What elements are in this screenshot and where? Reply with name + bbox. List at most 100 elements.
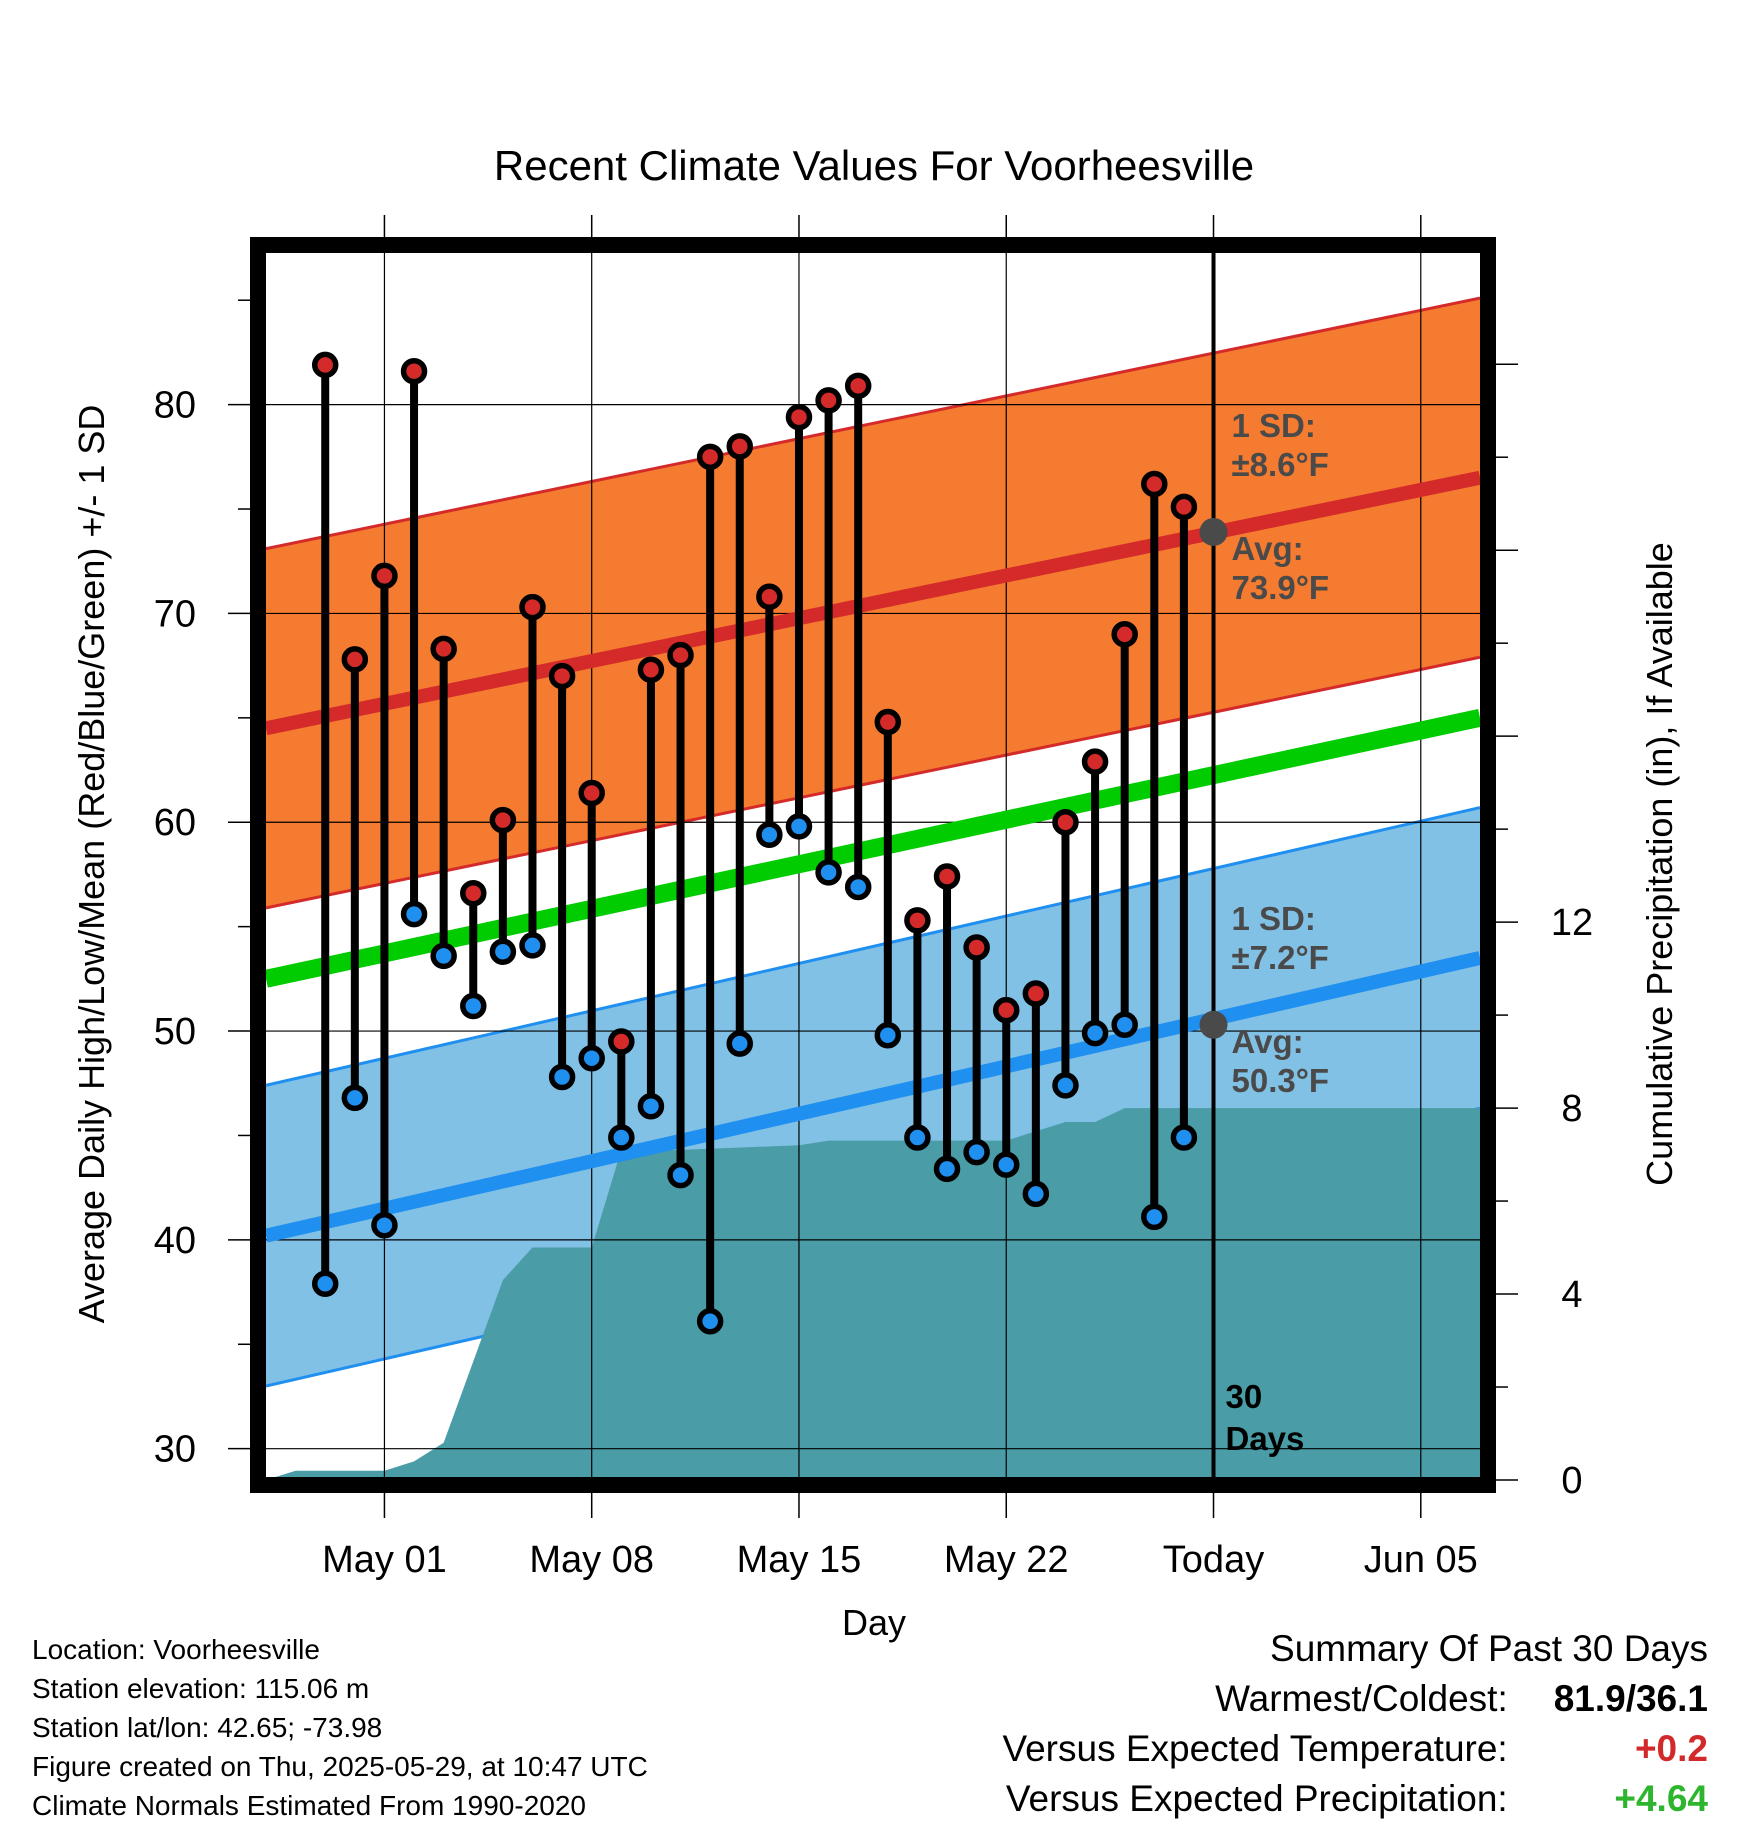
daily-low-point — [519, 932, 546, 959]
daily-high-point — [844, 372, 872, 400]
daily-low-point — [637, 1092, 665, 1120]
daily-low-point — [726, 1030, 754, 1057]
high-avg-value: 73.9°F — [1232, 569, 1330, 606]
x-tick-label: Jun 05 — [1364, 1539, 1478, 1581]
daily-high-point — [371, 562, 398, 590]
daily-low-point — [933, 1155, 961, 1183]
y2-tick-label: 0 — [1561, 1460, 1582, 1502]
info-location: Location: Voorheesville — [32, 1634, 320, 1665]
daily-high-point — [548, 662, 576, 690]
daily-high-point — [963, 934, 990, 961]
summary-temp-value: +0.2 — [1634, 1728, 1708, 1769]
daily-high-point — [1052, 808, 1079, 836]
summary-warmest-coldest-value: 81.9/36.1 — [1553, 1678, 1708, 1719]
daily-high-point — [696, 443, 724, 471]
daily-low-point — [756, 821, 783, 849]
daily-low-point — [341, 1084, 369, 1112]
daily-high-point — [904, 907, 931, 934]
daily-low-point — [667, 1161, 694, 1189]
daily-high-point — [933, 863, 961, 890]
daily-low-point — [785, 813, 813, 840]
station-info: Location: Voorheesville Station elevatio… — [32, 1630, 648, 1825]
daily-high-point — [785, 403, 813, 431]
info-latlon: Station lat/lon: 42.65; -73.98 — [32, 1712, 383, 1743]
summary-temp: Versus Expected Temperature: +0.2 — [1002, 1724, 1708, 1774]
normal-high-band-upper-edge — [266, 296, 1480, 551]
daily-high-point — [311, 351, 339, 379]
daily-high-point — [460, 879, 487, 907]
y-tick-label: 40 — [154, 1220, 196, 1262]
daily-high-point — [637, 656, 665, 684]
x-axis-label: Day — [842, 1602, 906, 1643]
x-tick-label: May 01 — [322, 1539, 447, 1581]
summary-panel: Summary Of Past 30 Days Warmest/Coldest:… — [1002, 1624, 1708, 1824]
daily-high-point — [1141, 470, 1168, 498]
y2-tick-label: 4 — [1561, 1274, 1582, 1316]
summary-precip-value: +4.64 — [1614, 1778, 1708, 1819]
low-avg-value: 50.3°F — [1232, 1062, 1330, 1099]
daily-low-point — [430, 942, 457, 970]
daily-low-point — [963, 1138, 990, 1166]
normal-low-line — [266, 951, 1480, 1243]
daily-low-point — [548, 1063, 576, 1091]
summary-warmest-coldest: Warmest/Coldest: 81.9/36.1 — [1002, 1674, 1708, 1724]
daily-high-point — [400, 357, 428, 385]
info-elevation: Station elevation: 115.06 m — [32, 1673, 370, 1704]
y-tick-label: 50 — [154, 1011, 196, 1053]
y2-tick-label: 8 — [1561, 1088, 1582, 1130]
daily-high-point — [815, 387, 842, 414]
y2-tick-label: 12 — [1551, 902, 1593, 944]
low-sd-label: 1 SD: — [1232, 900, 1316, 937]
daily-high-point — [578, 779, 605, 807]
daily-high-point — [430, 635, 457, 663]
plot-frame — [250, 237, 1496, 1493]
daily-low-point — [371, 1211, 398, 1239]
daily-low-point — [1141, 1203, 1168, 1231]
normal-high-band-lower-edge — [266, 655, 1480, 910]
normal-mean-line — [266, 709, 1480, 988]
daily-high-point — [1022, 980, 1050, 1007]
daily-low-point — [904, 1124, 931, 1151]
info-created: Figure created on Thu, 2025-05-29, at 10… — [32, 1751, 648, 1782]
high-sd-label: 1 SD: — [1232, 407, 1316, 444]
summary-title: Summary Of Past 30 Days — [1270, 1628, 1708, 1669]
today-high-avg-point — [1199, 517, 1228, 546]
daily-low-point — [460, 992, 487, 1020]
low-sd-value: ±7.2°F — [1232, 939, 1329, 976]
low-avg-label: Avg: — [1232, 1023, 1304, 1060]
daily-high-point — [1111, 621, 1138, 648]
daily-low-point — [874, 1021, 902, 1049]
high-avg-label: Avg: — [1232, 530, 1304, 567]
daily-low-point — [844, 873, 872, 901]
normal-high-line — [266, 470, 1480, 736]
y-axis-label: Average Daily High/Low/Mean (Red/Blue/Gr… — [71, 405, 112, 1324]
x-tick-label: May 15 — [737, 1539, 862, 1581]
daily-high-point — [756, 583, 783, 610]
daily-high-point — [341, 646, 369, 673]
high-sd-value: ±8.6°F — [1232, 446, 1329, 483]
period-unit: Days — [1226, 1420, 1305, 1457]
y-tick-label: 70 — [154, 593, 196, 635]
x-tick-label: May 08 — [529, 1539, 654, 1581]
period-number: 30 — [1226, 1378, 1263, 1415]
daily-low-point — [1022, 1180, 1050, 1208]
daily-high-point — [489, 806, 517, 834]
daily-high-point — [726, 433, 754, 460]
summary-precip: Versus Expected Precipitation: +4.64 — [1002, 1774, 1708, 1824]
daily-low-point — [1111, 1011, 1138, 1039]
daily-low-point — [696, 1308, 724, 1335]
daily-high-point — [874, 708, 902, 736]
daily-low-point — [1081, 1019, 1109, 1047]
daily-high-point — [1081, 748, 1109, 775]
daily-high-point — [667, 641, 694, 669]
daily-low-point — [1052, 1072, 1079, 1099]
normal-low-band-upper-edge — [266, 806, 1480, 1087]
precip-area — [266, 1108, 1480, 1480]
summary-precip-label: Versus Expected Precipitation: — [1005, 1778, 1508, 1819]
daily-high-point — [992, 996, 1020, 1024]
info-normals: Climate Normals Estimated From 1990-2020 — [32, 1790, 586, 1821]
chart-title: Recent Climate Values For Voorheesville — [494, 142, 1254, 189]
x-tick-label: May 22 — [944, 1539, 1069, 1581]
daily-low-point — [608, 1124, 635, 1151]
